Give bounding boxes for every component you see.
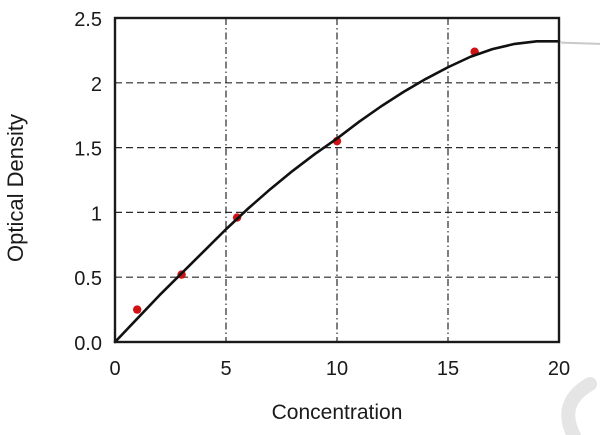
x-tick-label: 0: [109, 358, 120, 380]
curve-overflow-line: [561, 41, 600, 45]
y-tick-label: 0.5: [74, 268, 102, 290]
watermark-arc-icon: [561, 377, 597, 435]
data-series: [113, 40, 600, 344]
x-tick-label: 20: [548, 358, 570, 380]
x-axis-title: Concentration: [272, 401, 403, 424]
x-tick-label: 10: [326, 358, 348, 380]
x-tick-label: 15: [437, 358, 459, 380]
measured-points-marker: [133, 305, 142, 314]
y-tick-label: 2.5: [74, 9, 102, 31]
gridlines: [115, 18, 559, 342]
y-axis-title: Optical Density: [3, 114, 28, 262]
y-tick-label: 2: [91, 74, 102, 96]
y-tick-label: 1: [91, 203, 102, 225]
x-tick-label: 5: [220, 358, 231, 380]
y-tick-label: 1.5: [74, 139, 102, 161]
fitted-curve: [113, 40, 561, 344]
tick-labels: 0 5 10 15 20 0.0 0.5 1 1.5 2 2.5: [74, 9, 570, 380]
y-tick-label: 0.0: [74, 333, 102, 355]
plot-border: [113, 16, 561, 344]
